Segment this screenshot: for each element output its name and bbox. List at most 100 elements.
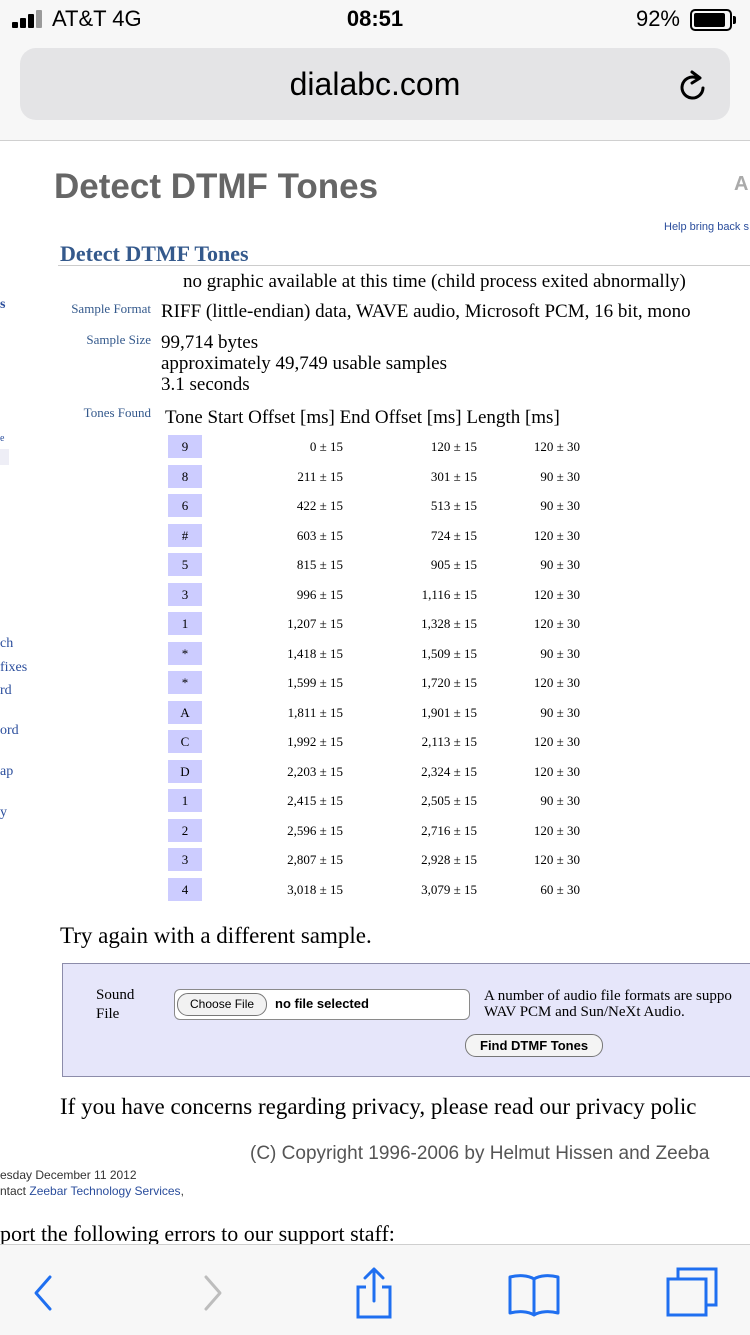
address-bar[interactable]: dialabc.com <box>20 48 730 120</box>
side-nav-item[interactable]: fixes <box>0 660 28 675</box>
start-offset-cell: 996 ± 15 <box>296 587 343 602</box>
table-row: 2 2,596 ± 15 2,716 ± 15 120 ± 30 <box>166 819 606 843</box>
choose-file-button[interactable]: Choose File <box>177 993 268 1016</box>
table-row: A 1,811 ± 15 1,901 ± 15 90 ± 30 <box>166 701 606 725</box>
end-offset-cell: 2,113 ± 15 <box>421 734 477 749</box>
find-dtmf-tones-button[interactable]: Find DTMF Tones <box>465 1034 604 1057</box>
table-row: * 1,599 ± 15 1,720 ± 15 120 ± 30 <box>166 671 606 695</box>
help-link[interactable]: Help bring back s <box>664 221 749 233</box>
end-offset-cell: 1,509 ± 15 <box>421 646 477 661</box>
side-nav-item[interactable]: e <box>0 433 5 444</box>
tone-key-cell: 4 <box>168 878 202 901</box>
battery-icon <box>690 9 736 31</box>
copyright-text: (C) Copyright 1996-2006 by Helmut Hissen… <box>250 1143 710 1164</box>
contact-text: ntact Zeebar Technology Services, <box>0 1184 184 1198</box>
table-row: * 1,418 ± 15 1,509 ± 15 90 ± 30 <box>166 642 606 666</box>
tone-key-cell: # <box>168 524 202 547</box>
length-cell: 120 ± 30 <box>533 823 580 838</box>
end-offset-cell: 1,116 ± 15 <box>421 587 477 602</box>
battery-percentage: 92% <box>635 6 680 31</box>
sample-format-value: RIFF (little-endian) data, WAVE audio, M… <box>161 301 691 322</box>
length-cell: 120 ± 30 <box>533 439 580 454</box>
start-offset-cell: 1,811 ± 15 <box>287 705 343 720</box>
tone-key-cell: 6 <box>168 494 202 517</box>
start-offset-cell: 422 ± 15 <box>296 498 343 513</box>
side-nav-item[interactable]: rd <box>0 683 12 698</box>
side-nav-item[interactable]: ap <box>0 764 14 779</box>
reload-icon[interactable] <box>676 70 710 104</box>
end-offset-cell: 3,079 ± 15 <box>421 882 477 897</box>
side-nav-highlight <box>0 449 9 465</box>
forward-icon[interactable] <box>184 1267 240 1319</box>
length-cell: 90 ± 30 <box>540 557 580 572</box>
side-nav-item[interactable]: y <box>0 805 7 820</box>
tone-key-cell: 9 <box>168 435 202 458</box>
url-text[interactable]: dialabc.com <box>289 66 461 102</box>
file-input[interactable]: Choose File no file selected <box>174 989 470 1020</box>
end-offset-cell: 1,901 ± 15 <box>421 705 477 720</box>
end-offset-cell: 1,328 ± 15 <box>421 616 477 631</box>
tone-key-cell: 5 <box>168 553 202 576</box>
corner-letter: A <box>734 173 749 195</box>
section-title: Detect DTMF Tones <box>60 241 249 266</box>
section-divider <box>58 265 750 266</box>
length-cell: 90 ± 30 <box>540 469 580 484</box>
tone-key-cell: * <box>168 642 202 665</box>
bookmarks-icon[interactable] <box>506 1267 562 1319</box>
tone-key-cell: C <box>168 730 202 753</box>
start-offset-cell: 1,599 ± 15 <box>287 675 343 690</box>
tone-key-cell: * <box>168 671 202 694</box>
table-row: 3 2,807 ± 15 2,928 ± 15 120 ± 30 <box>166 848 606 872</box>
length-cell: 90 ± 30 <box>540 498 580 513</box>
start-offset-cell: 0 ± 15 <box>309 439 343 454</box>
table-row: 5 815 ± 15 905 ± 15 90 ± 30 <box>166 553 606 577</box>
table-row: D 2,203 ± 15 2,324 ± 15 120 ± 30 <box>166 760 606 784</box>
table-row: 3 996 ± 15 1,116 ± 15 120 ± 30 <box>166 583 606 607</box>
share-icon[interactable] <box>346 1267 402 1319</box>
back-icon[interactable] <box>16 1267 72 1319</box>
start-offset-cell: 1,992 ± 15 <box>287 734 343 749</box>
no-graphic-message: no graphic available at this time (child… <box>183 271 686 292</box>
length-cell: 120 ± 30 <box>533 528 580 543</box>
length-cell: 90 ± 30 <box>540 646 580 661</box>
tabs-icon[interactable] <box>664 1267 720 1319</box>
end-offset-cell: 1,720 ± 15 <box>421 675 477 690</box>
sample-size-label: Sample Size <box>86 332 151 347</box>
try-again-text: Try again with a different sample. <box>60 923 372 948</box>
signal-strength-icon <box>12 10 46 28</box>
privacy-notice[interactable]: If you have concerns regarding privacy, … <box>60 1094 697 1119</box>
carrier-label: AT&T 4G <box>52 6 142 31</box>
web-page: Detect DTMF Tones A Help bring back s De… <box>0 141 750 1244</box>
start-offset-cell: 2,203 ± 15 <box>287 764 343 779</box>
end-offset-cell: 2,716 ± 15 <box>421 823 477 838</box>
table-row: 6 422 ± 15 513 ± 15 90 ± 30 <box>166 494 606 518</box>
end-offset-cell: 2,505 ± 15 <box>421 793 477 808</box>
start-offset-cell: 2,415 ± 15 <box>287 793 343 808</box>
tone-key-cell: 1 <box>168 789 202 812</box>
length-cell: 60 ± 30 <box>540 882 580 897</box>
end-offset-cell: 724 ± 15 <box>430 528 477 543</box>
table-row: C 1,992 ± 15 2,113 ± 15 120 ± 30 <box>166 730 606 754</box>
table-row: #603 ± 15 724 ± 15 120 ± 30 <box>166 524 606 548</box>
length-cell: 120 ± 30 <box>533 587 580 602</box>
side-nav-item[interactable]: ch <box>0 636 14 651</box>
sound-file-label: Sound File <box>96 987 135 1022</box>
sample-size-duration: 3.1 seconds <box>161 374 250 395</box>
clock: 08:51 <box>346 6 404 31</box>
sample-format-label: Sample Format <box>71 301 151 316</box>
browser-address-area: dialabc.com <box>0 42 750 141</box>
sample-size-bytes: 99,714 bytes <box>161 332 259 353</box>
start-offset-cell: 1,207 ± 15 <box>287 616 343 631</box>
tone-key-cell: 3 <box>168 848 202 871</box>
length-cell: 90 ± 30 <box>540 705 580 720</box>
length-cell: 120 ± 30 <box>533 675 580 690</box>
tone-key-cell: D <box>168 760 202 783</box>
table-row: 1 1,207 ± 15 1,328 ± 15 120 ± 30 <box>166 612 606 636</box>
upload-form: Sound File Choose File no file selected … <box>62 963 750 1077</box>
side-nav-item[interactable]: s <box>0 297 6 312</box>
last-modified-text: esday December 11 2012 <box>0 1168 137 1182</box>
contact-link[interactable]: Zeebar Technology Services <box>29 1184 181 1198</box>
tone-key-cell: 1 <box>168 612 202 635</box>
formats-note: A number of audio file formats are suppo… <box>484 988 732 1020</box>
side-nav-item[interactable]: ord <box>0 723 19 738</box>
